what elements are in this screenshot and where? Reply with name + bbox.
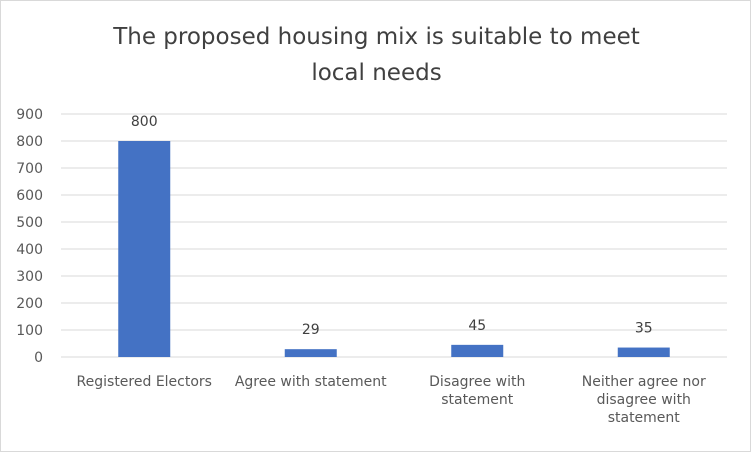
category-label: Agree with statement <box>228 373 395 391</box>
category-label: Neither agree nor disagree with statement <box>561 373 728 427</box>
category-label: Registered Electors <box>61 373 228 391</box>
y-tick-label: 200 <box>16 296 43 312</box>
data-label: 45 <box>468 318 486 334</box>
category-label-line: Registered Electors <box>76 374 212 390</box>
y-tick-label: 300 <box>16 269 43 285</box>
bar <box>617 347 670 357</box>
chart-title: The proposed housing mix is suitable to … <box>1 19 751 91</box>
bar <box>451 344 504 357</box>
y-tick-label: 400 <box>16 242 43 258</box>
data-label: 800 <box>131 114 158 130</box>
category-label-line: Agree with statement <box>234 374 387 390</box>
y-tick-label: 900 <box>16 107 43 123</box>
category-label-line: disagree with <box>596 392 691 408</box>
y-tick-label: 500 <box>16 215 43 231</box>
y-tick-label: 600 <box>16 188 43 204</box>
chart-title-line-1: The proposed housing mix is suitable to … <box>113 24 640 50</box>
category-label-line: statement <box>441 392 514 408</box>
y-tick-label: 100 <box>16 323 43 339</box>
data-label: 35 <box>635 321 653 337</box>
chart-title-line-2: local needs <box>311 60 442 86</box>
bar <box>284 349 337 357</box>
category-label-line: statement <box>607 410 680 426</box>
y-tick-label: 700 <box>16 161 43 177</box>
data-label: 29 <box>302 322 320 338</box>
y-tick-label: 0 <box>34 350 43 366</box>
category-label-line: Neither agree nor <box>581 374 706 390</box>
y-tick-label: 800 <box>16 134 43 150</box>
category-label-line: Disagree with <box>429 374 526 390</box>
bar <box>118 141 171 357</box>
category-label: Disagree with statement <box>394 373 561 409</box>
